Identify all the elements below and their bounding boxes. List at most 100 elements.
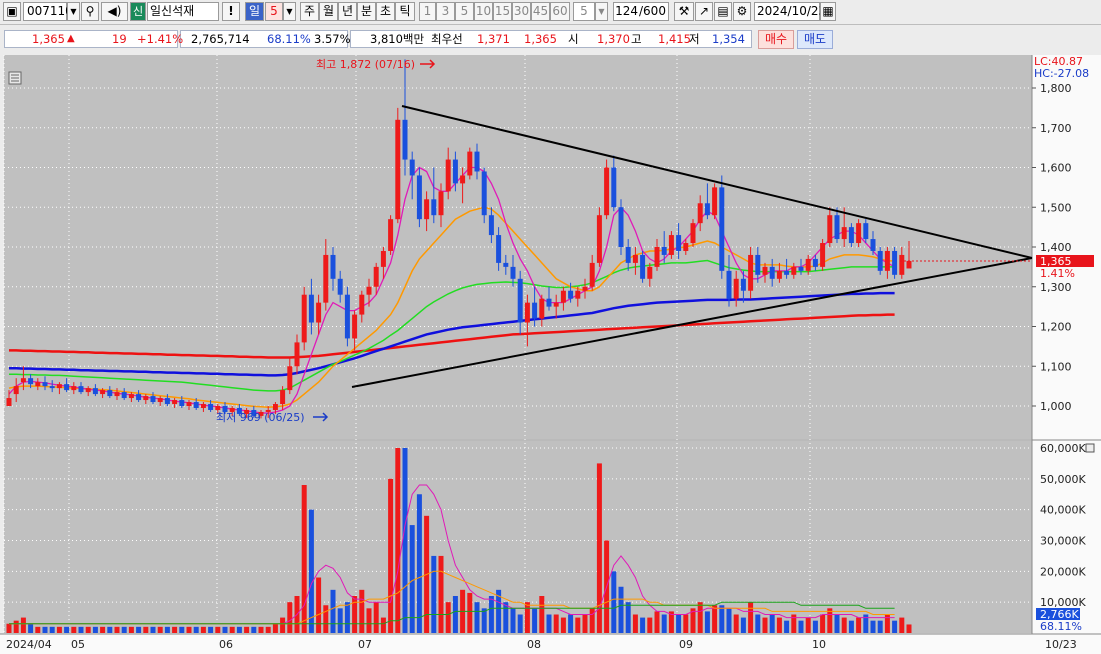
volume-bar bbox=[438, 555, 444, 633]
candle-body bbox=[395, 119, 401, 220]
quote-bar: 1,365 ▲ 19 +1.41% 2,765,714 68.11% 3.57%… bbox=[0, 27, 1101, 51]
y-axis-panel bbox=[1032, 55, 1101, 634]
interval-value-input[interactable]: 5 bbox=[573, 2, 595, 21]
interval-30-button[interactable]: 30 bbox=[512, 2, 531, 21]
volume-bar bbox=[863, 614, 869, 633]
interval-15-button[interactable]: 15 bbox=[493, 2, 512, 21]
candle-body bbox=[445, 159, 451, 192]
low-annotation: 최저 969 (06/25) bbox=[216, 411, 305, 424]
volume-bar bbox=[668, 611, 674, 633]
volume-bar bbox=[719, 605, 725, 633]
period-second-button[interactable]: 초 bbox=[376, 2, 395, 21]
volume-bar bbox=[6, 623, 12, 633]
period-month-button[interactable]: 월 bbox=[319, 2, 338, 21]
candle-body bbox=[553, 302, 559, 307]
search-icon[interactable]: ⚲ bbox=[81, 2, 99, 21]
volume-bar bbox=[308, 509, 314, 633]
volume-tick-label: 20,000K bbox=[1040, 565, 1086, 578]
candle-body bbox=[359, 294, 365, 315]
period-week-button[interactable]: 주 bbox=[300, 2, 319, 21]
volume-bar bbox=[661, 614, 667, 633]
candle-body bbox=[683, 243, 689, 251]
bar-count-input[interactable]: 124 bbox=[613, 2, 639, 21]
candle-body bbox=[733, 278, 739, 299]
volume-bar bbox=[280, 617, 286, 633]
chart-line-icon[interactable]: ↗ bbox=[695, 2, 713, 21]
pane-close-icon[interactable] bbox=[1085, 443, 1095, 453]
interval-45-button[interactable]: 45 bbox=[531, 2, 550, 21]
candle-body bbox=[517, 278, 523, 323]
gear-icon[interactable]: ⚙ bbox=[733, 2, 751, 21]
period-tick-button[interactable]: 틱 bbox=[395, 2, 415, 21]
period-count[interactable]: 5 bbox=[265, 2, 283, 21]
candle-body bbox=[251, 409, 257, 416]
volume-bar bbox=[884, 614, 890, 633]
interval-dropdown-icon[interactable]: ▼ bbox=[595, 2, 608, 21]
candle-body bbox=[596, 215, 602, 263]
volume-bar bbox=[395, 448, 401, 633]
volume-bar bbox=[726, 608, 732, 633]
candle-body bbox=[632, 254, 638, 263]
price-tick-label: 1,800 bbox=[1040, 82, 1072, 95]
period-minute-button[interactable]: 분 bbox=[357, 2, 376, 21]
interval-1-button[interactable]: 1 bbox=[419, 2, 436, 21]
settings-chart-icon[interactable]: ⚒ bbox=[674, 2, 694, 21]
buy-button[interactable]: 매수 bbox=[758, 30, 794, 49]
candle-body bbox=[301, 294, 307, 343]
low-price: 1,354 bbox=[712, 32, 745, 46]
candle-body bbox=[35, 382, 41, 387]
period-day-button[interactable]: 일 bbox=[245, 2, 264, 21]
interval-60-button[interactable]: 60 bbox=[550, 2, 570, 21]
volume-bar bbox=[481, 608, 487, 633]
last-volume-pct-tag: 68.11% bbox=[1040, 620, 1082, 633]
candle-body bbox=[546, 298, 552, 307]
stock-name[interactable]: 일신석재 bbox=[147, 2, 219, 21]
candle-body bbox=[92, 388, 98, 395]
volume-bar bbox=[589, 608, 595, 633]
volume-bar bbox=[337, 608, 343, 633]
ma120-line bbox=[9, 291, 895, 377]
interval-5-button[interactable]: 5 bbox=[455, 2, 474, 21]
quote-price-box bbox=[4, 30, 178, 48]
volume-bar bbox=[575, 617, 581, 633]
volume-bar bbox=[251, 626, 257, 633]
candle-body bbox=[856, 223, 862, 244]
stock-chart[interactable]: 1,800 1,700 1,600 1,500 1,400 1,300 1,200 1,100… bbox=[0, 55, 1101, 654]
volume-bar bbox=[798, 620, 804, 633]
candle-body bbox=[6, 398, 12, 406]
save-icon[interactable]: ▤ bbox=[714, 2, 732, 21]
speaker-icon[interactable]: ◀) bbox=[101, 2, 128, 21]
date-input[interactable]: 2024/10/23 bbox=[754, 2, 826, 21]
trade-amount: 3,810백만 bbox=[370, 32, 425, 46]
candle-body bbox=[236, 407, 242, 414]
volume-bar bbox=[496, 589, 502, 633]
candle-body bbox=[899, 254, 905, 275]
period-year-button[interactable]: 년 bbox=[338, 2, 357, 21]
calendar-icon[interactable]: ▦ bbox=[820, 2, 836, 21]
candle-body bbox=[78, 386, 84, 393]
volume-bar bbox=[323, 605, 329, 633]
candle-body bbox=[884, 250, 890, 271]
candle-body bbox=[697, 203, 703, 224]
price-tick-label: 1,500 bbox=[1040, 201, 1072, 214]
period-dropdown-icon[interactable]: ▼ bbox=[283, 2, 296, 21]
volume-bar bbox=[208, 626, 214, 633]
stock-code-input[interactable]: 007110 bbox=[23, 2, 73, 21]
volume-tick-label: 60,000K bbox=[1040, 442, 1086, 455]
interval-10-button[interactable]: 10 bbox=[474, 2, 493, 21]
best-bid-price: 1,365 bbox=[524, 32, 557, 46]
volume-tick-label: 10,000K bbox=[1040, 596, 1086, 609]
volume-bar bbox=[42, 626, 48, 633]
candle-body bbox=[388, 219, 394, 251]
candle-body bbox=[416, 175, 422, 220]
info-button[interactable]: ! bbox=[222, 2, 240, 21]
interval-3-button[interactable]: 3 bbox=[436, 2, 455, 21]
candle-body bbox=[49, 386, 55, 389]
candle-body bbox=[352, 314, 358, 339]
code-dropdown-icon[interactable]: ▼ bbox=[67, 2, 80, 21]
candle-body bbox=[280, 390, 286, 405]
sell-button[interactable]: 매도 bbox=[797, 30, 833, 49]
candle-body bbox=[402, 119, 408, 160]
window-menu-icon[interactable]: ▣ bbox=[3, 2, 21, 21]
candle-body bbox=[337, 278, 343, 295]
